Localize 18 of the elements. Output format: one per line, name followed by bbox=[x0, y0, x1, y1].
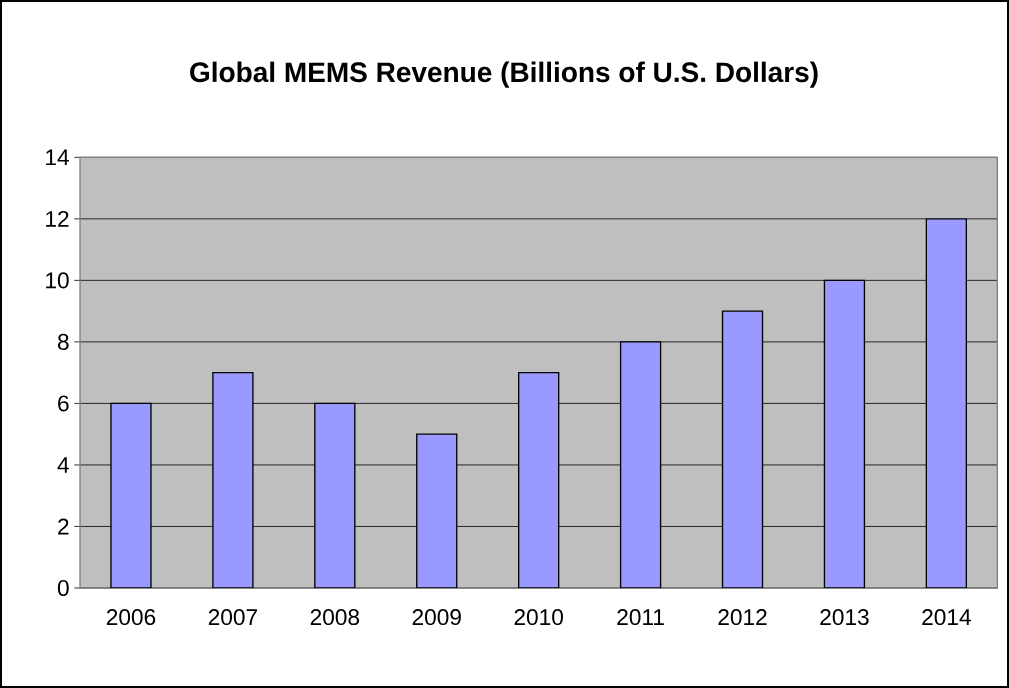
x-tick-label: 2008 bbox=[310, 609, 360, 626]
x-tick-label: 2009 bbox=[412, 609, 461, 626]
x-tick-label: 2010 bbox=[514, 609, 563, 626]
y-tick-label: 14 bbox=[46, 149, 69, 166]
y-tick-label: 0 bbox=[57, 579, 69, 597]
y-tick-label: 4 bbox=[57, 457, 69, 473]
y-tick-label: 12 bbox=[46, 210, 69, 227]
y-tick-label: 10 bbox=[46, 272, 69, 289]
x-tick-label: 2014 bbox=[922, 609, 971, 626]
x-tick-label: 2011 bbox=[617, 609, 664, 626]
x-tick-label: 2007 bbox=[208, 609, 257, 626]
x-tick-label: 2013 bbox=[820, 609, 869, 626]
y-tick-label: 2 bbox=[58, 518, 69, 535]
x-tick-label: 2006 bbox=[106, 609, 156, 626]
chart-title: Global MEMS Revenue (Billions of U.S. Dollars) bbox=[190, 61, 818, 88]
y-tick-label: 8 bbox=[57, 333, 69, 350]
x-tick-label: 2012 bbox=[718, 609, 767, 626]
y-tick-label: 6 bbox=[58, 395, 69, 412]
